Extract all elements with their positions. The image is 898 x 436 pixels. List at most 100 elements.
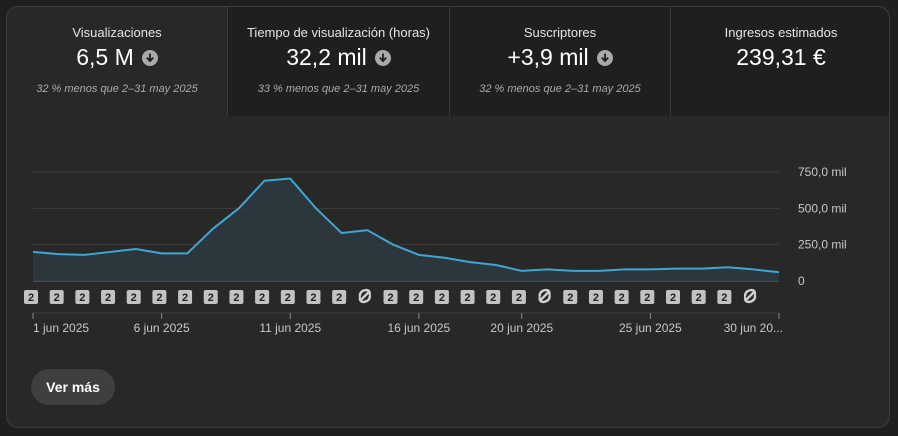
tab-title: Tiempo de visualización (horas) — [246, 25, 431, 40]
video-marker-icon — [306, 290, 321, 304]
video-marker-icon — [101, 290, 116, 304]
tab-views[interactable]: Visualizaciones 6,5 M 32 % menos que 2–3… — [7, 7, 228, 116]
video-marker-count: 2 — [105, 292, 111, 304]
video-marker-count: 2 — [182, 292, 188, 304]
video-marker-icon — [409, 290, 424, 304]
video-marker-count: 2 — [54, 292, 60, 304]
data-point — [700, 267, 704, 271]
video-marker-count: 2 — [28, 292, 34, 304]
video-marker-count: 2 — [670, 292, 676, 304]
y-tick-label: 250,0 mil — [798, 238, 847, 252]
x-tick-label: 30 jun 20... — [724, 321, 783, 335]
x-tick-label: 1 jun 2025 — [33, 321, 89, 335]
data-point — [443, 256, 447, 260]
tab-value-row: 6,5 M — [7, 44, 227, 71]
data-point — [134, 247, 138, 251]
video-marker-icon — [178, 290, 193, 304]
video-marker-count: 2 — [156, 292, 162, 304]
video-marker-icon — [255, 290, 270, 304]
video-marker-icon — [332, 290, 347, 304]
video-marker-icon — [229, 290, 244, 304]
x-tick-label: 16 jun 2025 — [387, 321, 450, 335]
data-point — [520, 269, 524, 273]
video-marker-icon — [75, 290, 90, 304]
video-marker-icon — [717, 290, 732, 304]
data-point — [648, 267, 652, 271]
tab-title: Ingresos estimados — [724, 25, 838, 40]
video-marker-count: 2 — [593, 292, 599, 304]
video-marker-count: 2 — [413, 292, 419, 304]
comparison-text: 32 % menos que 2–31 may 2025 — [36, 83, 198, 95]
video-marker-count: 2 — [285, 292, 291, 304]
data-point — [571, 269, 575, 273]
x-tick-label: 20 jun 2025 — [490, 321, 553, 335]
shorts-icon — [358, 288, 372, 304]
data-point — [365, 228, 369, 232]
tab-value-row: 239,31 € — [671, 44, 889, 71]
video-marker-icon — [691, 290, 706, 304]
tab-revenue[interactable]: Ingresos estimados 239,31 € — [671, 7, 889, 116]
video-marker-count: 2 — [208, 292, 214, 304]
y-tick-label: 750,0 mil — [798, 165, 847, 179]
data-point — [751, 267, 755, 271]
data-point — [777, 270, 781, 274]
video-marker-count: 2 — [131, 292, 137, 304]
comparison-text: 32 % menos que 2–31 may 2025 — [479, 83, 641, 95]
arrow-down-circle-icon — [374, 49, 391, 66]
views-chart: 750,0 mil 500,0 mil 250,0 mil 0 2 2 2 2 2 2 2 2 2 2 2 2… — [24, 165, 847, 335]
video-marker-count: 2 — [464, 292, 470, 304]
data-point — [726, 265, 730, 269]
video-marker-count: 2 — [233, 292, 239, 304]
data-point — [57, 252, 61, 256]
shorts-icon — [743, 288, 757, 304]
watch-time-value: 32,2 mil — [286, 44, 367, 70]
video-marker-icon — [666, 290, 680, 304]
video-marker-icon — [24, 290, 38, 304]
metric-tabs: Visualizaciones 6,5 M 32 % menos que 2–3… — [7, 7, 889, 116]
tab-title: Suscriptores — [523, 25, 597, 40]
data-point — [468, 260, 472, 264]
video-marker-icon — [383, 290, 398, 304]
video-marker-count: 2 — [336, 292, 342, 304]
tab-value-row: 32,2 mil — [228, 44, 449, 71]
data-point — [237, 206, 241, 210]
tab-subscribers[interactable]: Suscriptores +3,9 mil 32 % menos que 2–3… — [450, 7, 671, 116]
video-marker-count: 2 — [644, 292, 650, 304]
data-point — [185, 251, 189, 255]
data-point — [623, 267, 627, 271]
x-tick-label: 25 jun 2025 — [619, 321, 682, 335]
y-tick-label: 500,0 mil — [798, 201, 847, 215]
video-marker-icon — [434, 290, 449, 304]
data-point — [288, 177, 292, 181]
video-marker-count: 2 — [387, 292, 393, 304]
comparison-text: 33 % menos que 2–31 may 2025 — [257, 83, 420, 95]
video-marker-icon — [460, 290, 475, 304]
tab-value-row: +3,9 mil — [450, 44, 670, 71]
video-marker-count: 2 — [721, 292, 727, 304]
video-marker-icon — [614, 290, 629, 304]
tab-watch-time[interactable]: Tiempo de visualización (horas) 32,2 mil… — [228, 7, 450, 116]
area-fill — [33, 178, 779, 281]
video-marker-count: 2 — [696, 292, 702, 304]
data-point — [108, 250, 112, 254]
subscribers-value: +3,9 mil — [507, 44, 589, 70]
data-point — [314, 206, 318, 210]
data-point — [263, 179, 267, 183]
video-marker-icon — [563, 290, 578, 304]
video-marker-count: 2 — [619, 292, 625, 304]
see-more-button[interactable]: Ver más — [31, 369, 115, 405]
video-marker-count: 2 — [567, 292, 573, 304]
video-marker-icon — [49, 290, 64, 304]
x-tick-label: 6 jun 2025 — [134, 321, 190, 335]
views-value: 6,5 M — [76, 44, 134, 70]
data-point — [597, 269, 601, 273]
video-marker-icon — [152, 290, 167, 304]
video-marker-count: 2 — [490, 292, 496, 304]
data-point — [674, 267, 678, 271]
video-marker-icon — [511, 290, 526, 304]
video-marker-icon — [640, 290, 655, 304]
data-point — [82, 253, 86, 257]
video-marker-count: 2 — [79, 292, 85, 304]
arrow-down-circle-icon — [596, 49, 613, 66]
video-marker-count: 2 — [516, 292, 522, 304]
